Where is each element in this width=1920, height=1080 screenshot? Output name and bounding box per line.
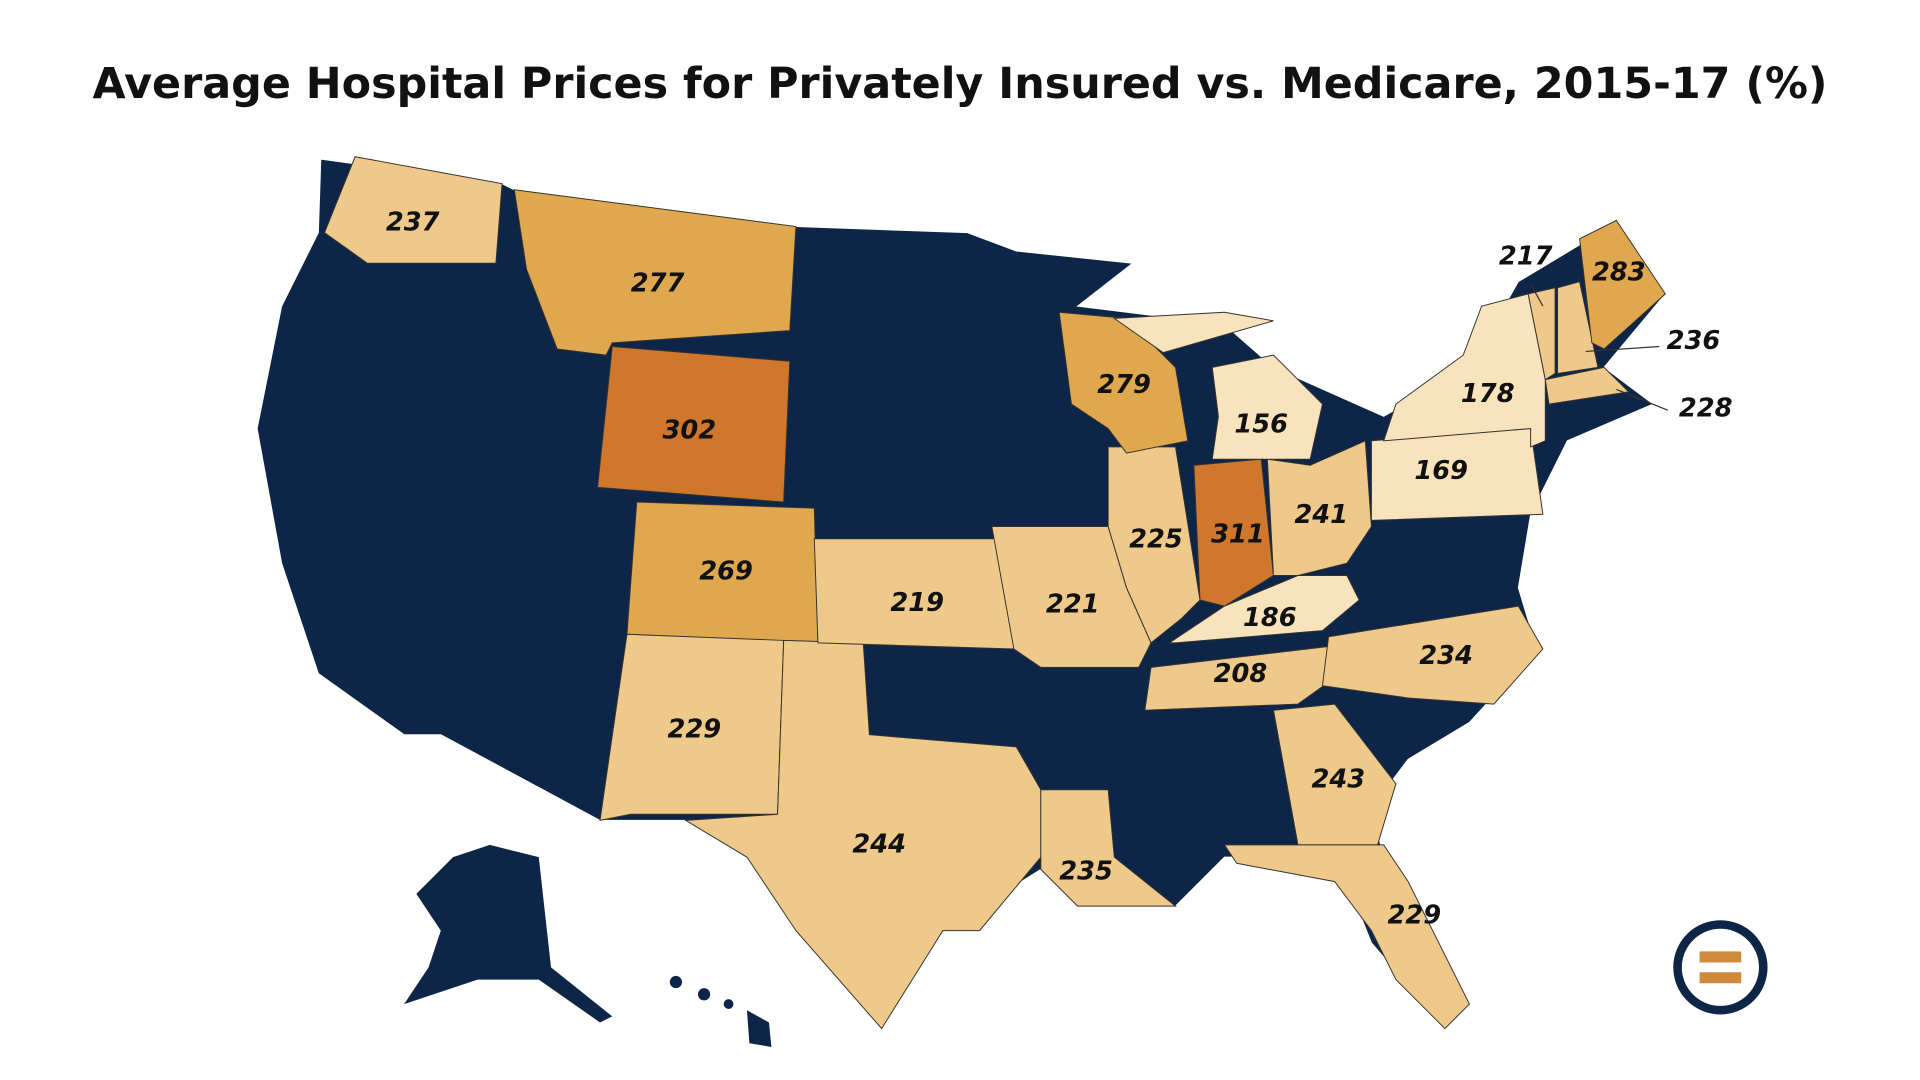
- state-value-label: 156: [1234, 409, 1288, 439]
- state-value-label: 302: [663, 416, 717, 446]
- state-value-label: 277: [631, 269, 685, 299]
- logo-ring: [1673, 920, 1768, 1015]
- state-value-label: 229: [1387, 900, 1441, 930]
- state-value-label: 243: [1312, 765, 1366, 795]
- state-value-label: 169: [1414, 456, 1468, 486]
- state-value-label: 236: [1667, 326, 1721, 356]
- state: [513, 189, 797, 356]
- state-value-label: 178: [1461, 379, 1515, 409]
- state-value-label: 186: [1243, 603, 1297, 633]
- state-value-label: 228: [1679, 393, 1733, 423]
- state: [597, 346, 791, 503]
- state-value-label: 283: [1592, 258, 1646, 288]
- state: [1107, 446, 1201, 644]
- state-value-label: 229: [667, 714, 721, 744]
- state-value-label: 269: [699, 556, 753, 586]
- map-title: Average Hospital Prices for Privately In…: [93, 59, 1828, 109]
- state: [1557, 281, 1599, 375]
- state-value-label: 217: [1499, 242, 1553, 272]
- state: [1040, 789, 1177, 907]
- state: [1193, 458, 1274, 607]
- state-value-label: 237: [386, 207, 440, 237]
- state: [1266, 440, 1372, 576]
- state-value-label: 219: [890, 588, 944, 618]
- state: [1167, 575, 1360, 644]
- state-value-label: 241: [1294, 500, 1348, 530]
- state: [599, 633, 785, 822]
- state-value-label: 279: [1097, 370, 1151, 400]
- state: [1321, 605, 1544, 705]
- leader-line: [1616, 388, 1668, 411]
- state-value-label: 208: [1214, 659, 1268, 689]
- state: [323, 156, 503, 264]
- state-value-label: 244: [852, 829, 906, 859]
- leader-line: [1530, 283, 1544, 307]
- state-value-label: 235: [1059, 856, 1113, 886]
- hawaii-island: [697, 988, 711, 1001]
- state-value-label: 225: [1129, 525, 1183, 555]
- state: [1544, 366, 1630, 405]
- leader-line: [1585, 345, 1660, 353]
- state: [1579, 219, 1666, 350]
- state: [1527, 287, 1556, 381]
- state: [1211, 354, 1323, 460]
- state: [1223, 844, 1470, 1030]
- state: [1272, 703, 1397, 846]
- state: [1112, 311, 1274, 354]
- hawaii: [746, 1010, 772, 1047]
- hawaii-island: [669, 975, 683, 989]
- state-value-label: 234: [1419, 641, 1473, 671]
- hawaii-island: [723, 999, 734, 1009]
- logo-bar: [1699, 972, 1742, 984]
- logo: [1673, 920, 1768, 1015]
- state: [684, 639, 1042, 1030]
- state: [1144, 642, 1361, 711]
- state: [1382, 293, 1546, 448]
- logo-bar: [1699, 951, 1742, 963]
- state-value-label: 311: [1211, 520, 1265, 550]
- state-value-label: 221: [1046, 589, 1100, 619]
- alaska: [404, 844, 613, 1023]
